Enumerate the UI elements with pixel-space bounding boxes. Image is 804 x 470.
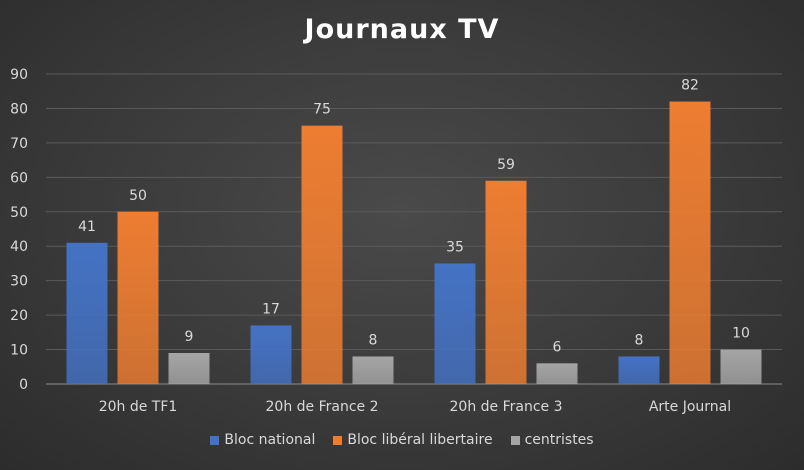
legend-swatch (510, 435, 520, 445)
data-label: 59 (497, 157, 515, 173)
bar (536, 363, 578, 384)
data-label: 82 (681, 78, 699, 94)
data-label: 8 (369, 332, 378, 348)
y-tick-label: 20 (10, 308, 28, 324)
bar (485, 180, 527, 384)
data-label: 10 (732, 326, 750, 342)
data-label: 75 (313, 102, 331, 118)
data-label: 50 (129, 188, 147, 204)
bar (618, 356, 660, 384)
legend-label: Bloc libéral libertaire (347, 432, 493, 448)
bar (720, 349, 762, 384)
y-tick-label: 0 (19, 377, 28, 393)
data-label: 6 (553, 339, 562, 355)
legend-item: Bloc national (210, 432, 315, 448)
data-label: 41 (78, 219, 96, 235)
y-tick-label: 30 (10, 274, 28, 290)
bar (301, 125, 343, 385)
data-label: 17 (262, 301, 280, 317)
y-tick-label: 60 (10, 170, 28, 186)
y-tick-label: 90 (10, 67, 28, 83)
legend-swatch (333, 435, 343, 445)
x-tick-label: 20h de France 2 (266, 399, 379, 415)
legend-swatch (210, 435, 220, 445)
y-tick-label: 40 (10, 239, 28, 255)
x-tick-label: 20h de France 3 (450, 399, 563, 415)
x-tick-label: Arte Journal (649, 399, 731, 415)
x-tick-label: 20h de TF1 (99, 399, 178, 415)
data-label: 35 (446, 239, 464, 255)
data-label: 9 (185, 329, 194, 345)
legend-item: Bloc libéral libertaire (333, 432, 493, 448)
bar (168, 353, 210, 384)
chart-title: Journaux TV (304, 14, 500, 45)
legend-item: centristes (510, 432, 594, 448)
legend-label: centristes (524, 432, 594, 448)
bar (669, 101, 711, 385)
y-tick-label: 70 (10, 136, 28, 152)
bar (117, 211, 159, 384)
legend-label: Bloc national (224, 432, 316, 448)
legend: Bloc national Bloc libéral libertaire cent… (0, 432, 804, 448)
bar (352, 356, 394, 384)
y-tick-label: 10 (10, 343, 28, 359)
y-tick-label: 50 (10, 205, 28, 221)
bar (250, 325, 292, 384)
bar (434, 263, 476, 384)
y-tick-label: 80 (10, 101, 28, 117)
bar (66, 242, 108, 384)
data-label: 8 (635, 332, 644, 348)
